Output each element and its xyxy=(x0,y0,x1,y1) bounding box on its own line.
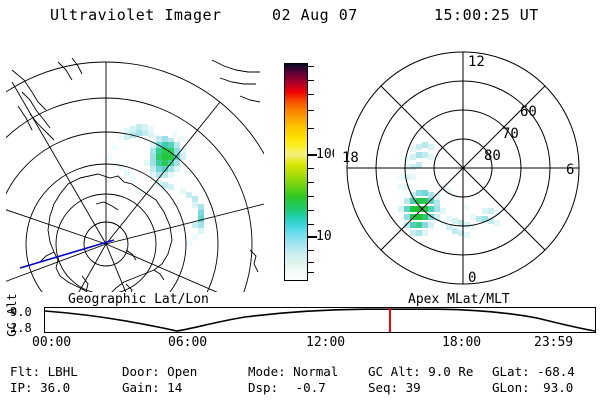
mlat-label-60: 60 xyxy=(520,104,537,120)
terminator-line xyxy=(19,239,115,269)
aurora-emission-magnetic xyxy=(398,142,500,238)
mlt-label-dawn: 6 xyxy=(566,162,574,178)
magnetic-plot-svg: 12 6 0 18 60 70 80 xyxy=(334,44,592,292)
glat-value: -68.4 xyxy=(537,364,575,379)
filter-status: Flt: LBHL xyxy=(10,364,78,379)
filter-value: LBHL xyxy=(47,364,78,379)
gain-status: Gain: 14 xyxy=(122,380,183,395)
orbit-ytick-bottom: 1.8 xyxy=(10,321,32,335)
glon-status: GLon: 93.0 xyxy=(492,380,574,395)
glat-status: GLat: -68.4 xyxy=(492,364,575,379)
colorbar-tick xyxy=(308,262,314,263)
coastline xyxy=(39,173,173,292)
orbit-xtick-0000: 00:00 xyxy=(32,335,72,350)
orbit-ytick-top: 9.0 xyxy=(10,305,32,319)
door-label: Door: xyxy=(122,364,160,379)
ip-label: IP: xyxy=(10,380,33,395)
dsp-status: Dsp: -0.7 xyxy=(248,380,326,395)
colorbar-tick xyxy=(308,94,314,95)
geographic-plot-subtitle: Geographic Lat/Lon xyxy=(68,292,209,307)
page-title: Ultraviolet Imager xyxy=(50,6,222,24)
current-time-marker xyxy=(389,308,391,332)
magnetic-plot-canvas: 12 6 0 18 60 70 80 xyxy=(334,44,592,292)
colorbar-tick xyxy=(308,168,314,169)
door-value: Open xyxy=(167,364,198,379)
glon-value: 93.0 xyxy=(543,380,574,395)
colorbar-label-100: 100 xyxy=(316,147,340,162)
glat-label: GLat: xyxy=(492,364,530,379)
mlt-label-noon: 12 xyxy=(468,54,485,70)
orbit-xtick-1800: 18:00 xyxy=(442,335,482,350)
gcalt-label: GC Alt: xyxy=(368,364,421,379)
door-status: Door: Open xyxy=(122,364,198,379)
magnetic-plot-panel[interactable]: 12 6 0 18 60 70 80 xyxy=(334,44,592,292)
mlt-label-midnight: 0 xyxy=(468,270,476,286)
header: Ultraviolet Imager 02 Aug 07 15:00:25 UT xyxy=(0,6,600,32)
colorbar-tick xyxy=(308,80,314,81)
colorbar-tick xyxy=(308,196,314,197)
colorbar: photon cm-2s-1 100 10 xyxy=(266,60,339,292)
seq-value: 39 xyxy=(405,380,421,395)
geographic-plot-panel[interactable] xyxy=(6,44,264,292)
orbit-plot-frame xyxy=(44,307,596,333)
geographic-plot-canvas xyxy=(6,44,264,292)
colorbar-tick xyxy=(308,128,314,129)
mlat-label-80: 80 xyxy=(484,148,501,164)
colorbar-tick-100 xyxy=(308,154,317,156)
seq-label: Seq: xyxy=(368,380,399,395)
colorbar-tick xyxy=(308,250,314,251)
colorbar-tick xyxy=(308,272,314,273)
observation-date: 02 Aug 07 xyxy=(272,6,358,24)
colorbar-tick xyxy=(308,210,314,211)
filter-label: Flt: xyxy=(10,364,41,379)
colorbar-tick xyxy=(308,66,314,67)
orbit-altitude-curve xyxy=(45,308,595,332)
orbit-track-svg xyxy=(45,308,595,332)
ip-value: 36.0 xyxy=(40,380,71,395)
orbit-xtick-0600: 06:00 xyxy=(168,335,208,350)
dsp-label: Dsp: xyxy=(248,380,279,395)
limb-coastlines xyxy=(11,57,261,292)
mode-label: Mode: xyxy=(248,364,286,379)
gain-label: Gain: xyxy=(122,380,160,395)
mlt-spokes xyxy=(347,52,579,284)
mlat-label-70: 70 xyxy=(502,126,519,142)
orbit-altitude-panel[interactable]: Geographic Lat/Lon Apex MLat/MLT GC Alt … xyxy=(0,292,600,360)
colorbar-tick xyxy=(308,224,314,225)
colorbar-label-10: 10 xyxy=(316,229,332,244)
gcalt-status: GC Alt: 9.0 Re xyxy=(368,364,474,379)
orbit-xtick-2359: 23:59 xyxy=(534,335,574,350)
longitude-grid xyxy=(6,62,264,292)
colorbar-tick-10 xyxy=(308,236,317,238)
colorbar-gradient-box xyxy=(284,63,308,281)
dsp-value: -0.7 xyxy=(295,380,326,395)
mode-value: Normal xyxy=(293,364,339,379)
observation-time: 15:00:25 UT xyxy=(434,6,539,24)
geographic-plot-svg xyxy=(6,44,264,292)
seq-status: Seq: 39 xyxy=(368,380,421,395)
colorbar-gradient xyxy=(285,64,307,280)
magnetic-plot-subtitle: Apex MLat/MLT xyxy=(408,292,510,307)
gain-value: 14 xyxy=(167,380,183,395)
status-bar: Flt: LBHL IP: 36.0 Door: Open Gain: 14 M… xyxy=(0,364,600,400)
colorbar-tick xyxy=(308,110,314,111)
glon-label: GLon: xyxy=(492,380,530,395)
mode-status: Mode: Normal xyxy=(248,364,339,379)
mlt-label-dusk: 18 xyxy=(342,150,359,166)
ip-status: IP: 36.0 xyxy=(10,380,71,395)
gcalt-value: 9.0 Re xyxy=(428,364,474,379)
orbit-xtick-1200: 12:00 xyxy=(306,335,346,350)
colorbar-tick xyxy=(308,182,314,183)
